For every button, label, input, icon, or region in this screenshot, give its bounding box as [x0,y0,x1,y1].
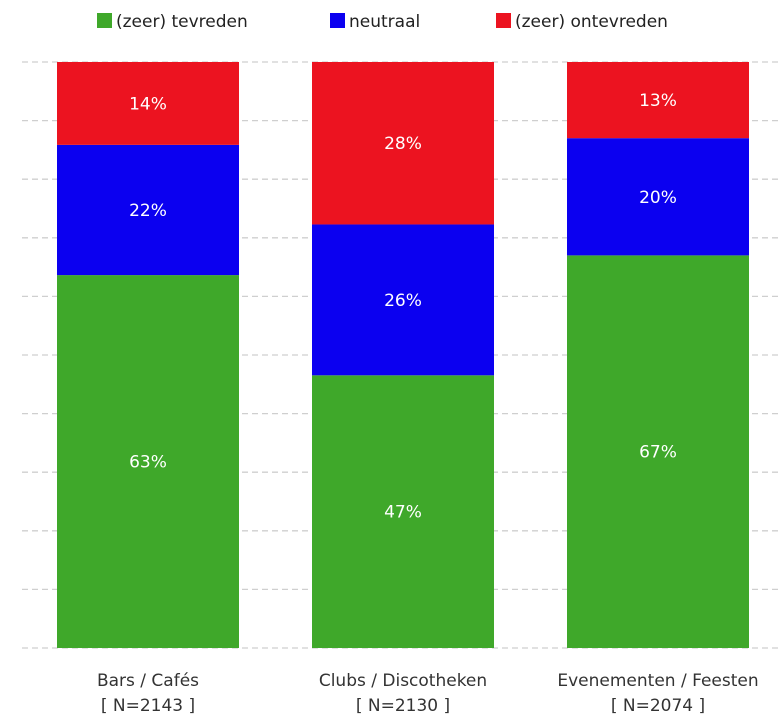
category-label: Evenementen / Feesten [557,671,758,691]
bar-segment [312,62,494,225]
data-label: 14% [129,94,167,114]
legend-label: (zeer) ontevreden [515,12,668,32]
bar-segment [312,375,494,648]
legend-label: neutraal [349,12,420,32]
segment-labels: 63% 22% 14% 47% 26% 28% 67% 20% 13% [129,91,677,523]
category-labels: Bars / Cafés [ N=2143 ] Clubs / Discotheke… [97,671,759,716]
legend-label: (zeer) tevreden [116,12,248,32]
category-sublabel: [ N=2143 ] [101,696,195,716]
data-label: 13% [639,91,677,111]
data-label: 67% [639,443,677,463]
legend-swatch [496,13,511,28]
legend-swatch [97,13,112,28]
bar-segment [57,275,239,648]
data-label: 28% [384,134,422,154]
category-label: Bars / Cafés [97,671,199,691]
bars [57,62,749,648]
bar-segment [57,62,239,145]
bar-segment [567,255,749,648]
bar-segment [567,62,749,139]
data-label: 22% [129,201,167,221]
legend: (zeer) tevreden neutraal (zeer) ontevreden [97,12,668,32]
bar-segment [567,138,749,256]
bar-segment [312,224,494,376]
category-label: Clubs / Discotheken [319,671,487,691]
legend-swatch [330,13,345,28]
category-sublabel: [ N=2074 ] [611,696,705,716]
data-label: 20% [639,188,677,208]
data-label: 63% [129,453,167,473]
data-label: 47% [384,503,422,523]
data-label: 26% [384,291,422,311]
category-sublabel: [ N=2130 ] [356,696,450,716]
bar-segment [57,144,239,276]
